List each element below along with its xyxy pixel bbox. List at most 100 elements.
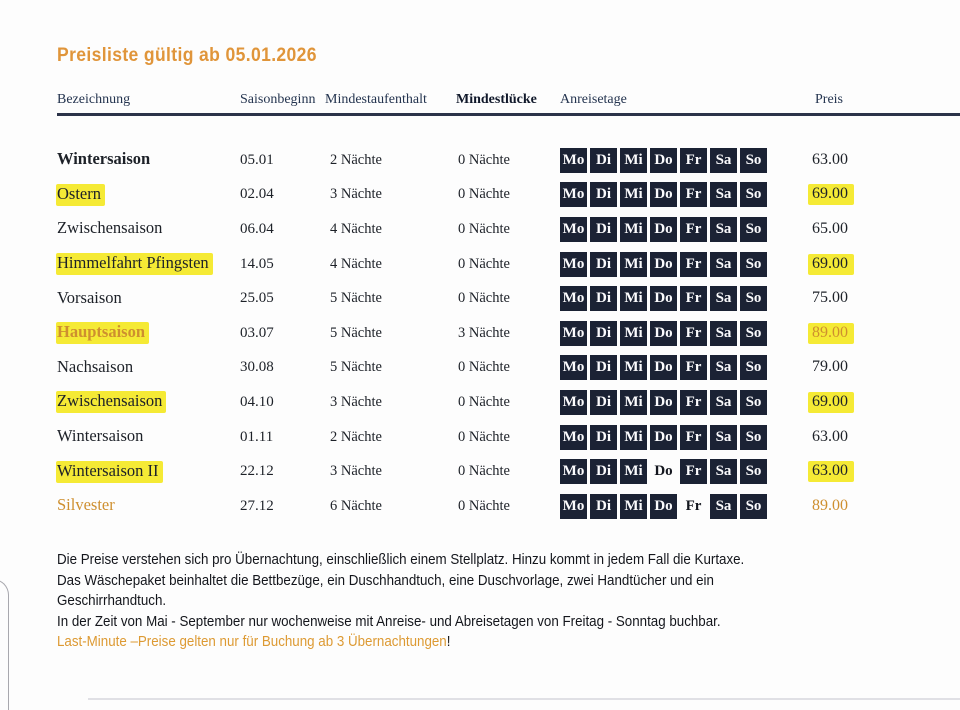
min-stay-cell: 6 Nächte [330,497,382,514]
price-value: 69.00 [808,184,854,206]
price-value: 65.00 [812,219,848,237]
arrival-day-fr: Fr [680,147,707,173]
arrival-day-mo: Mo [560,251,587,277]
min-gap-cell: 0 Nächte [458,220,510,237]
price-value: 63.00 [812,427,848,445]
price-cell: 63.00 [812,150,905,171]
arrival-day-fr: Fr [680,355,707,381]
min-stay-cell: 3 Nächte [330,463,382,480]
arrival-day-sa: Sa [710,147,737,173]
arrival-day-do: Do [650,424,677,450]
arrival-days: Mo Di Mi Do Fr Sa So [560,251,812,277]
price-cell: 79.00 [812,357,905,378]
min-gap-cell: 0 Nächte [458,463,510,480]
season-name-cell: Ostern [56,183,240,206]
arrival-day-mi: Mi [620,424,647,450]
season-name: Zwischensaison [57,218,163,238]
arrival-day-so: So [740,320,767,346]
arrival-day-so: So [740,147,767,173]
footer-note-line: Geschirrhandtuch. [57,593,167,610]
arrival-day-mo: Mo [560,216,587,242]
price-cell: 69.00 [808,184,905,206]
arrival-day-sa: Sa [710,493,737,519]
min-stay-cell: 2 Nächte [330,151,382,168]
arrival-day-mi: Mi [620,320,647,346]
arrival-day-sa: Sa [710,424,737,450]
price-cell: 75.00 [812,288,905,309]
arrival-days: Mo Di Mi Do Fr Sa So [560,424,812,450]
arrival-day-di: Di [590,424,617,450]
arrival-day-do: Do [650,320,677,346]
arrival-days: Mo Di Mi Do Fr Sa So [560,286,812,312]
min-stay-cell: 5 Nächte [330,359,382,376]
arrival-day-mi: Mi [620,355,647,381]
min-gap-cell: 0 Nächte [458,186,510,203]
arrival-day-fr: Fr [680,459,707,485]
price-table: Wintersaison 05.01 2 Nächte 0 Nächte Mo Di Mi D… [56,143,905,524]
season-name: Ostern [56,183,105,206]
season-name-cell: Himmelfahrt Pfingsten [56,253,240,276]
arrival-day-mi: Mi [620,459,647,485]
price-value: 69.00 [808,253,854,275]
season-begin-cell: 06.04 [240,220,274,237]
arrival-day-do: Do [650,251,677,277]
season-name-cell: Zwischensaison [57,218,240,240]
arrival-day-sa: Sa [710,355,737,381]
season-name-cell: Vorsaison [57,288,240,310]
table-row: Hauptsaison 03.07 5 Nächte 3 Nächte Mo Di Mi Do… [56,316,905,351]
arrival-days: Mo Di Mi Do Fr Sa So [560,459,812,485]
arrival-days: Mo Di Mi Do Fr Sa So [560,389,812,415]
price-cell: 69.00 [808,253,905,275]
table-row: Zwischensaison 04.10 3 Nächte 0 Nächte Mo Di M… [56,385,905,420]
arrival-day-sa: Sa [710,216,737,242]
arrival-day-di: Di [590,493,617,519]
footer-note-line: Das Wäschepaket beinhaltet die Bettbezüg… [57,572,714,589]
arrival-day-mo: Mo [560,355,587,381]
table-row: Wintersaison II 22.12 3 Nächte 0 Nächte Mo Di… [56,454,905,489]
season-name: Wintersaison II [56,460,163,483]
season-name: Himmelfahrt Pfingsten [56,253,213,276]
season-name-cell: Zwischensaison [56,391,240,414]
page-title: Preisliste gültig ab 05.01.2026 [57,44,317,66]
column-header-preis: Preis [815,92,843,107]
column-header-saisonbeginn: Saisonbeginn [240,92,316,107]
arrival-day-do: Do [650,389,677,415]
season-name: Silvester [57,495,115,515]
min-stay-cell: 5 Nächte [330,324,382,341]
arrival-day-so: So [740,216,767,242]
arrival-day-do: Do [650,182,677,208]
season-name-cell: Wintersaison [57,426,240,448]
season-name-cell: Nachsaison [57,357,240,379]
arrival-day-sa: Sa [710,389,737,415]
arrival-day-fr: Fr [680,216,707,242]
min-gap-cell: 0 Nächte [458,151,510,168]
arrival-day-fr: Fr [680,182,707,208]
arrival-day-do: Do [650,355,677,381]
arrival-days: Mo Di Mi Do Fr Sa So [560,182,812,208]
table-row: Silvester 27.12 6 Nächte 0 Nächte Mo Di Mi Do Fr… [57,489,905,524]
min-stay-cell: 4 Nächte [330,220,382,237]
table-row: Ostern 02.04 3 Nächte 0 Nächte Mo Di Mi Do Fr Sa S… [56,178,905,213]
arrival-day-fr: Fr [680,286,707,312]
price-cell: 63.00 [812,427,905,448]
footer-note-line: In der Zeit von Mai - September nur woch… [57,613,721,630]
header-divider [57,113,960,116]
last-minute-exclamation: ! [446,634,451,651]
season-begin-cell: 04.10 [240,393,274,410]
arrival-day-sa: Sa [710,459,737,485]
column-header-anreisetage: Anreisetage [560,92,627,107]
table-row: Himmelfahrt Pfingsten 14.05 4 Nächte 0 Näch… [56,247,905,282]
column-header-bezeichnung: Bezeichnung [57,92,131,107]
arrival-day-di: Di [590,286,617,312]
season-begin-cell: 30.08 [240,359,274,376]
season-begin-cell: 05.01 [240,151,274,168]
arrival-day-di: Di [590,389,617,415]
arrival-day-so: So [740,355,767,381]
arrival-day-di: Di [590,355,617,381]
arrival-day-di: Di [590,147,617,173]
arrival-day-mo: Mo [560,147,587,173]
min-stay-cell: 2 Nächte [330,428,382,445]
column-header-mindestluecke: Mindestlücke [456,92,537,107]
season-name: Zwischensaison [56,391,167,414]
season-name: Hauptsaison [56,322,150,345]
